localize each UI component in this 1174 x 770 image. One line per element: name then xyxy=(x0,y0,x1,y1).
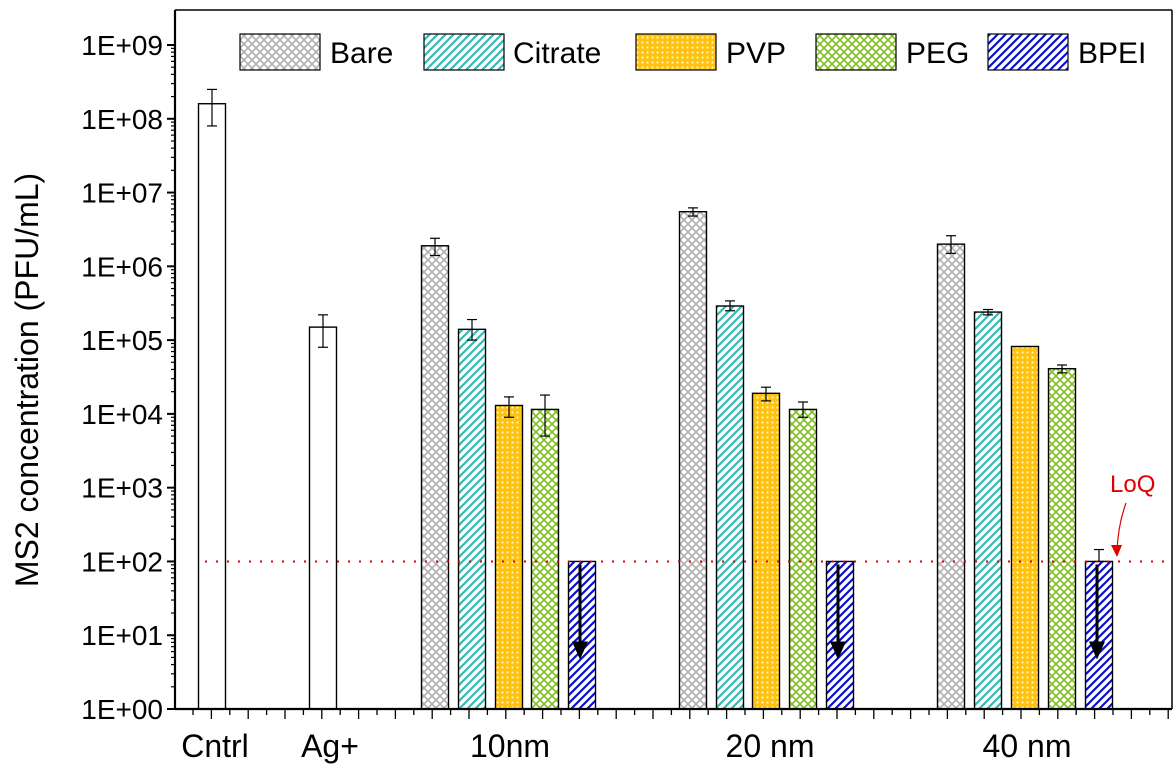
loq-label: LoQ xyxy=(1110,471,1155,498)
legend-swatch-bare xyxy=(239,33,321,71)
legend-swatch-bpei xyxy=(987,33,1069,71)
legend-label-bpei: BPEI xyxy=(1078,37,1146,70)
below-loq-arrow-40-nm-bpei xyxy=(1089,564,1105,660)
legend-label-pvp: PVP xyxy=(726,37,786,70)
bar-20-nm-pvp xyxy=(751,392,781,710)
bar-10nm-bare xyxy=(420,245,450,710)
y-tick-label: 1E+03 xyxy=(81,473,163,504)
error-bar-ag-ag- xyxy=(318,314,328,348)
x-group-label-cntrl: Cntrl xyxy=(181,728,249,764)
error-bar-cntrl-control xyxy=(207,88,217,127)
error-bar-20-nm-citrate xyxy=(725,300,735,312)
y-tick-label: 1E+08 xyxy=(81,104,163,135)
bar-20-nm-peg xyxy=(788,408,818,710)
y-tick-label: 1E+02 xyxy=(81,546,163,577)
error-bar-20-nm-pvp xyxy=(761,386,771,402)
bar-20-nm-bpei xyxy=(825,560,855,710)
bars-layer xyxy=(197,88,1114,710)
error-bar-10nm-citrate xyxy=(467,318,477,341)
y-axis-label: MS2 concentration (PFU/mL) xyxy=(9,173,45,587)
legend-label-bare: Bare xyxy=(330,37,393,70)
bar-10nm-pvp xyxy=(494,404,524,710)
y-tick-label: 1E+06 xyxy=(81,251,163,282)
legend-label-citrate: Citrate xyxy=(513,37,601,70)
x-group-label-10nm: 10nm xyxy=(470,728,550,764)
bar-10nm-bpei xyxy=(567,560,597,710)
bar-20-nm-bare xyxy=(678,211,708,710)
error-bar-40-nm-citrate xyxy=(983,308,993,316)
bar-10nm-peg xyxy=(530,408,560,710)
error-bar-20-nm-bare xyxy=(688,207,698,217)
error-bar-10nm-bare xyxy=(430,237,440,257)
bar-40-nm-bpei xyxy=(1084,560,1114,710)
bar-40-nm-bare xyxy=(936,243,966,710)
bar-40-nm-citrate xyxy=(973,311,1003,710)
bar-20-nm-citrate xyxy=(715,305,745,710)
x-group-label-40-nm: 40 nm xyxy=(983,728,1072,764)
legend: Bare Citrate PVP PEG BPEI xyxy=(239,33,1146,71)
y-tick-label: 1E+04 xyxy=(81,399,163,430)
error-bar-10nm-pvp xyxy=(504,396,514,418)
x-group-label-20-nm: 20 nm xyxy=(726,728,815,764)
y-tick-label: 1E+05 xyxy=(81,325,163,356)
legend-swatch-peg xyxy=(815,33,897,71)
legend-swatch-pvp xyxy=(635,33,717,71)
legend-swatch-citrate xyxy=(423,33,505,71)
bar-ag-ag- xyxy=(308,326,338,710)
axes-layer: 1E+00 1E+01 1E+02 1E+03 1E+04 1E+05 1E+06 1E+07… xyxy=(81,9,1173,764)
loq-pointer-head xyxy=(1111,545,1122,557)
below-loq-arrow-10nm-bpei xyxy=(572,564,588,660)
y-tick-label: 1E+09 xyxy=(81,30,163,61)
bar-10nm-citrate xyxy=(457,328,487,710)
below-loq-arrow-20-nm-bpei xyxy=(830,564,846,660)
bar-40-nm-peg xyxy=(1047,367,1077,710)
bar-cntrl-control xyxy=(197,103,227,710)
error-bar-10nm-peg xyxy=(540,394,550,437)
loq-layer: LoQ xyxy=(205,471,1172,563)
x-group-label-ag-: Ag+ xyxy=(301,728,359,764)
y-tick-label: 1E+07 xyxy=(81,178,163,209)
y-tick-label: 1E+01 xyxy=(81,620,163,651)
error-bar-40-nm-peg xyxy=(1057,364,1067,374)
y-tick-label: 1E+00 xyxy=(81,694,163,725)
error-bar-20-nm-peg xyxy=(798,401,808,418)
loq-pointer xyxy=(1116,502,1127,552)
error-bar-40-nm-bpei xyxy=(1094,548,1104,563)
error-bar-40-nm-bare xyxy=(946,235,956,254)
legend-label-peg: PEG xyxy=(906,37,969,70)
bar-40-nm-pvp xyxy=(1010,345,1040,710)
